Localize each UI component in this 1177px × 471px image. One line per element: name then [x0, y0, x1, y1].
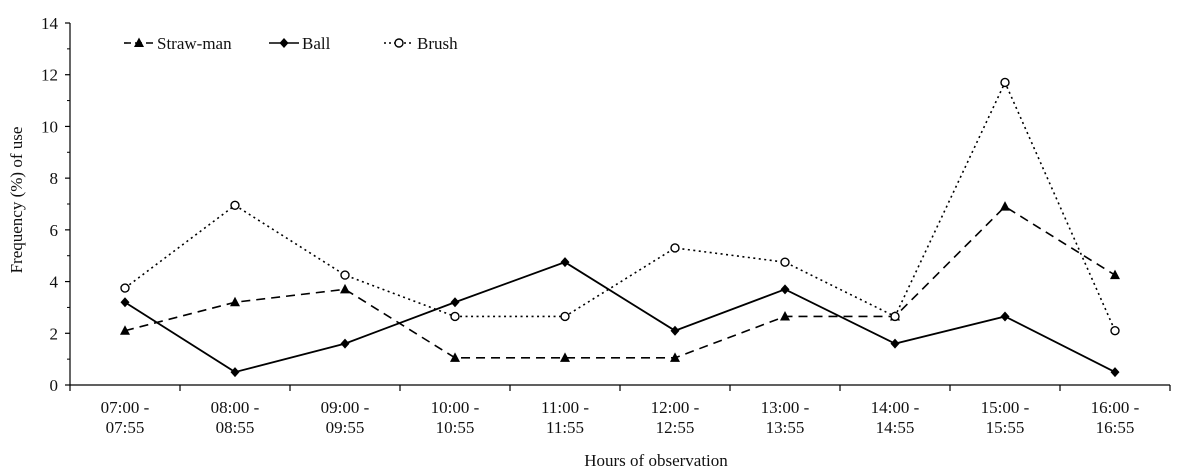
data-point — [670, 352, 680, 362]
x-tick-label: 08:00 -08:55 — [211, 398, 260, 437]
data-point — [890, 311, 900, 322]
series-line — [124, 80, 1116, 332]
x-tick-label: 10:00 -10:55 — [431, 398, 480, 437]
x-tick-label-line: 13:55 — [766, 418, 805, 437]
x-tick-label: 09:00 -09:55 — [321, 398, 370, 437]
x-tick-label-line: 12:00 - — [651, 398, 700, 417]
legend-label: Brush — [417, 34, 458, 53]
y-tick-label: 10 — [41, 117, 58, 136]
x-tick-label: 15:00 -15:55 — [981, 398, 1030, 437]
x-tick-label-line: 15:55 — [986, 418, 1025, 437]
legend: Straw-man Ball Brush — [124, 34, 458, 53]
series-line — [124, 205, 1116, 359]
data-point — [780, 310, 790, 321]
y-tick-label: 8 — [50, 169, 59, 188]
data-point — [450, 311, 460, 322]
data-point — [120, 297, 130, 308]
y-tick-label: 4 — [50, 273, 59, 292]
data-point — [1000, 77, 1010, 88]
legend-marker — [394, 38, 404, 48]
data-point — [670, 243, 680, 253]
data-point — [560, 311, 570, 322]
data-point — [1110, 326, 1120, 336]
legend-label: Straw-man — [157, 34, 232, 53]
data-point — [340, 283, 350, 294]
data-point — [780, 284, 790, 295]
x-tick-label-line: 09:55 — [326, 418, 365, 437]
x-tick-label-line: 16:00 - — [1091, 398, 1140, 417]
y-axis-label: Frequency (%) of use — [7, 127, 26, 274]
x-tick-label: 13:00 -13:55 — [761, 398, 810, 437]
x-tick-label-line: 14:00 - — [871, 398, 920, 417]
x-axis: 07:00 -07:55 08:00 -08:55 09:00 -09:55 10:0… — [69, 384, 1171, 437]
y-tick-label: 12 — [41, 66, 58, 85]
data-point — [890, 338, 900, 349]
x-tick-label-line: 11:00 - — [541, 398, 589, 417]
data-point — [230, 367, 240, 378]
data-point — [1110, 367, 1120, 378]
series-brush — [120, 77, 1120, 336]
x-tick-label: 12:00 -12:55 — [651, 398, 700, 437]
y-axis: 0 2 4 6 8 10 12 14 — [41, 14, 71, 395]
data-point — [560, 257, 570, 268]
x-axis-label: Hours of observation — [584, 451, 728, 470]
x-tick-label-line: 09:00 - — [321, 398, 370, 417]
x-tick-label: 16:00 -16:55 — [1091, 398, 1140, 437]
x-tick-label-line: 14:55 — [876, 418, 915, 437]
x-tick-label: 07:00 -07:55 — [101, 398, 150, 437]
y-tick-label: 2 — [50, 324, 59, 343]
data-point — [1000, 311, 1010, 322]
data-point — [120, 325, 130, 335]
series-straw-man — [120, 201, 1120, 362]
series-group — [120, 77, 1120, 378]
y-tick-label: 6 — [50, 221, 59, 240]
x-tick-label: 14:00 -14:55 — [871, 398, 920, 437]
series-ball — [120, 257, 1120, 378]
data-point — [340, 270, 350, 280]
x-tick-label-line: 07:00 - — [101, 398, 150, 417]
x-tick-label-line: 07:55 — [106, 418, 145, 437]
y-tick-label: 14 — [41, 14, 59, 33]
data-point — [560, 352, 570, 362]
data-point — [230, 200, 240, 210]
x-tick-label-line: 13:00 - — [761, 398, 810, 417]
x-tick-label-line: 10:00 - — [431, 398, 480, 417]
data-point — [450, 352, 460, 362]
legend-marker — [134, 37, 144, 47]
data-point — [230, 296, 240, 307]
x-tick-label: 11:00 -11:55 — [541, 398, 589, 437]
x-tick-label-line: 08:55 — [216, 418, 255, 437]
series-line — [124, 261, 1116, 374]
x-tick-label-line: 08:00 - — [211, 398, 260, 417]
y-tick-label: 0 — [50, 376, 59, 395]
data-point — [1000, 201, 1010, 211]
data-point — [780, 257, 790, 267]
data-point — [340, 338, 350, 349]
data-point — [120, 283, 130, 293]
x-tick-label-line: 10:55 — [436, 418, 475, 437]
legend-marker — [279, 38, 289, 48]
data-point — [1110, 269, 1120, 280]
x-tick-label-line: 11:55 — [546, 418, 584, 437]
x-tick-label-line: 15:00 - — [981, 398, 1030, 417]
x-tick-label-line: 12:55 — [656, 418, 695, 437]
x-tick-label-line: 16:55 — [1096, 418, 1135, 437]
data-point — [670, 325, 680, 336]
legend-label: Ball — [302, 34, 331, 53]
data-point — [450, 297, 460, 308]
